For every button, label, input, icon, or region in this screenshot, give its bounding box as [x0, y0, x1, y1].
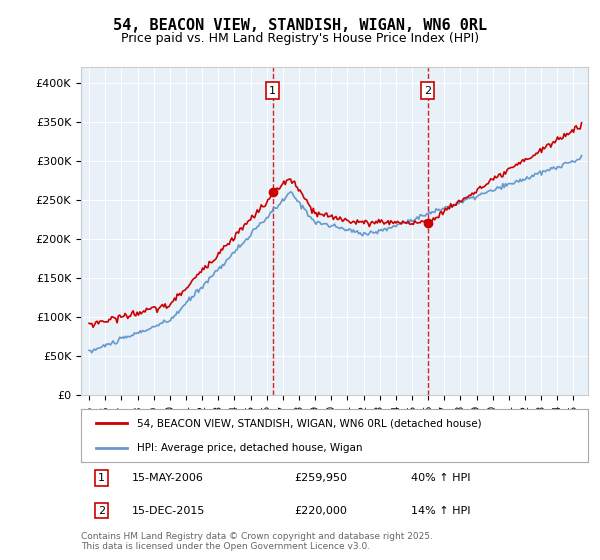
Text: 40% ↑ HPI: 40% ↑ HPI	[410, 473, 470, 483]
Text: 54, BEACON VIEW, STANDISH, WIGAN, WN6 0RL (detached house): 54, BEACON VIEW, STANDISH, WIGAN, WN6 0R…	[137, 418, 481, 428]
Text: £220,000: £220,000	[294, 506, 347, 516]
Text: 15-DEC-2015: 15-DEC-2015	[132, 506, 205, 516]
Text: Price paid vs. HM Land Registry's House Price Index (HPI): Price paid vs. HM Land Registry's House …	[121, 32, 479, 45]
Text: 14% ↑ HPI: 14% ↑ HPI	[410, 506, 470, 516]
Text: 1: 1	[269, 86, 276, 96]
Text: 15-MAY-2006: 15-MAY-2006	[132, 473, 203, 483]
Text: 1: 1	[98, 473, 105, 483]
Text: 2: 2	[424, 86, 431, 96]
Text: £259,950: £259,950	[294, 473, 347, 483]
Text: 2: 2	[98, 506, 105, 516]
Text: Contains HM Land Registry data © Crown copyright and database right 2025.
This d: Contains HM Land Registry data © Crown c…	[81, 532, 433, 552]
Text: 54, BEACON VIEW, STANDISH, WIGAN, WN6 0RL: 54, BEACON VIEW, STANDISH, WIGAN, WN6 0R…	[113, 18, 487, 33]
Text: HPI: Average price, detached house, Wigan: HPI: Average price, detached house, Wiga…	[137, 442, 362, 452]
